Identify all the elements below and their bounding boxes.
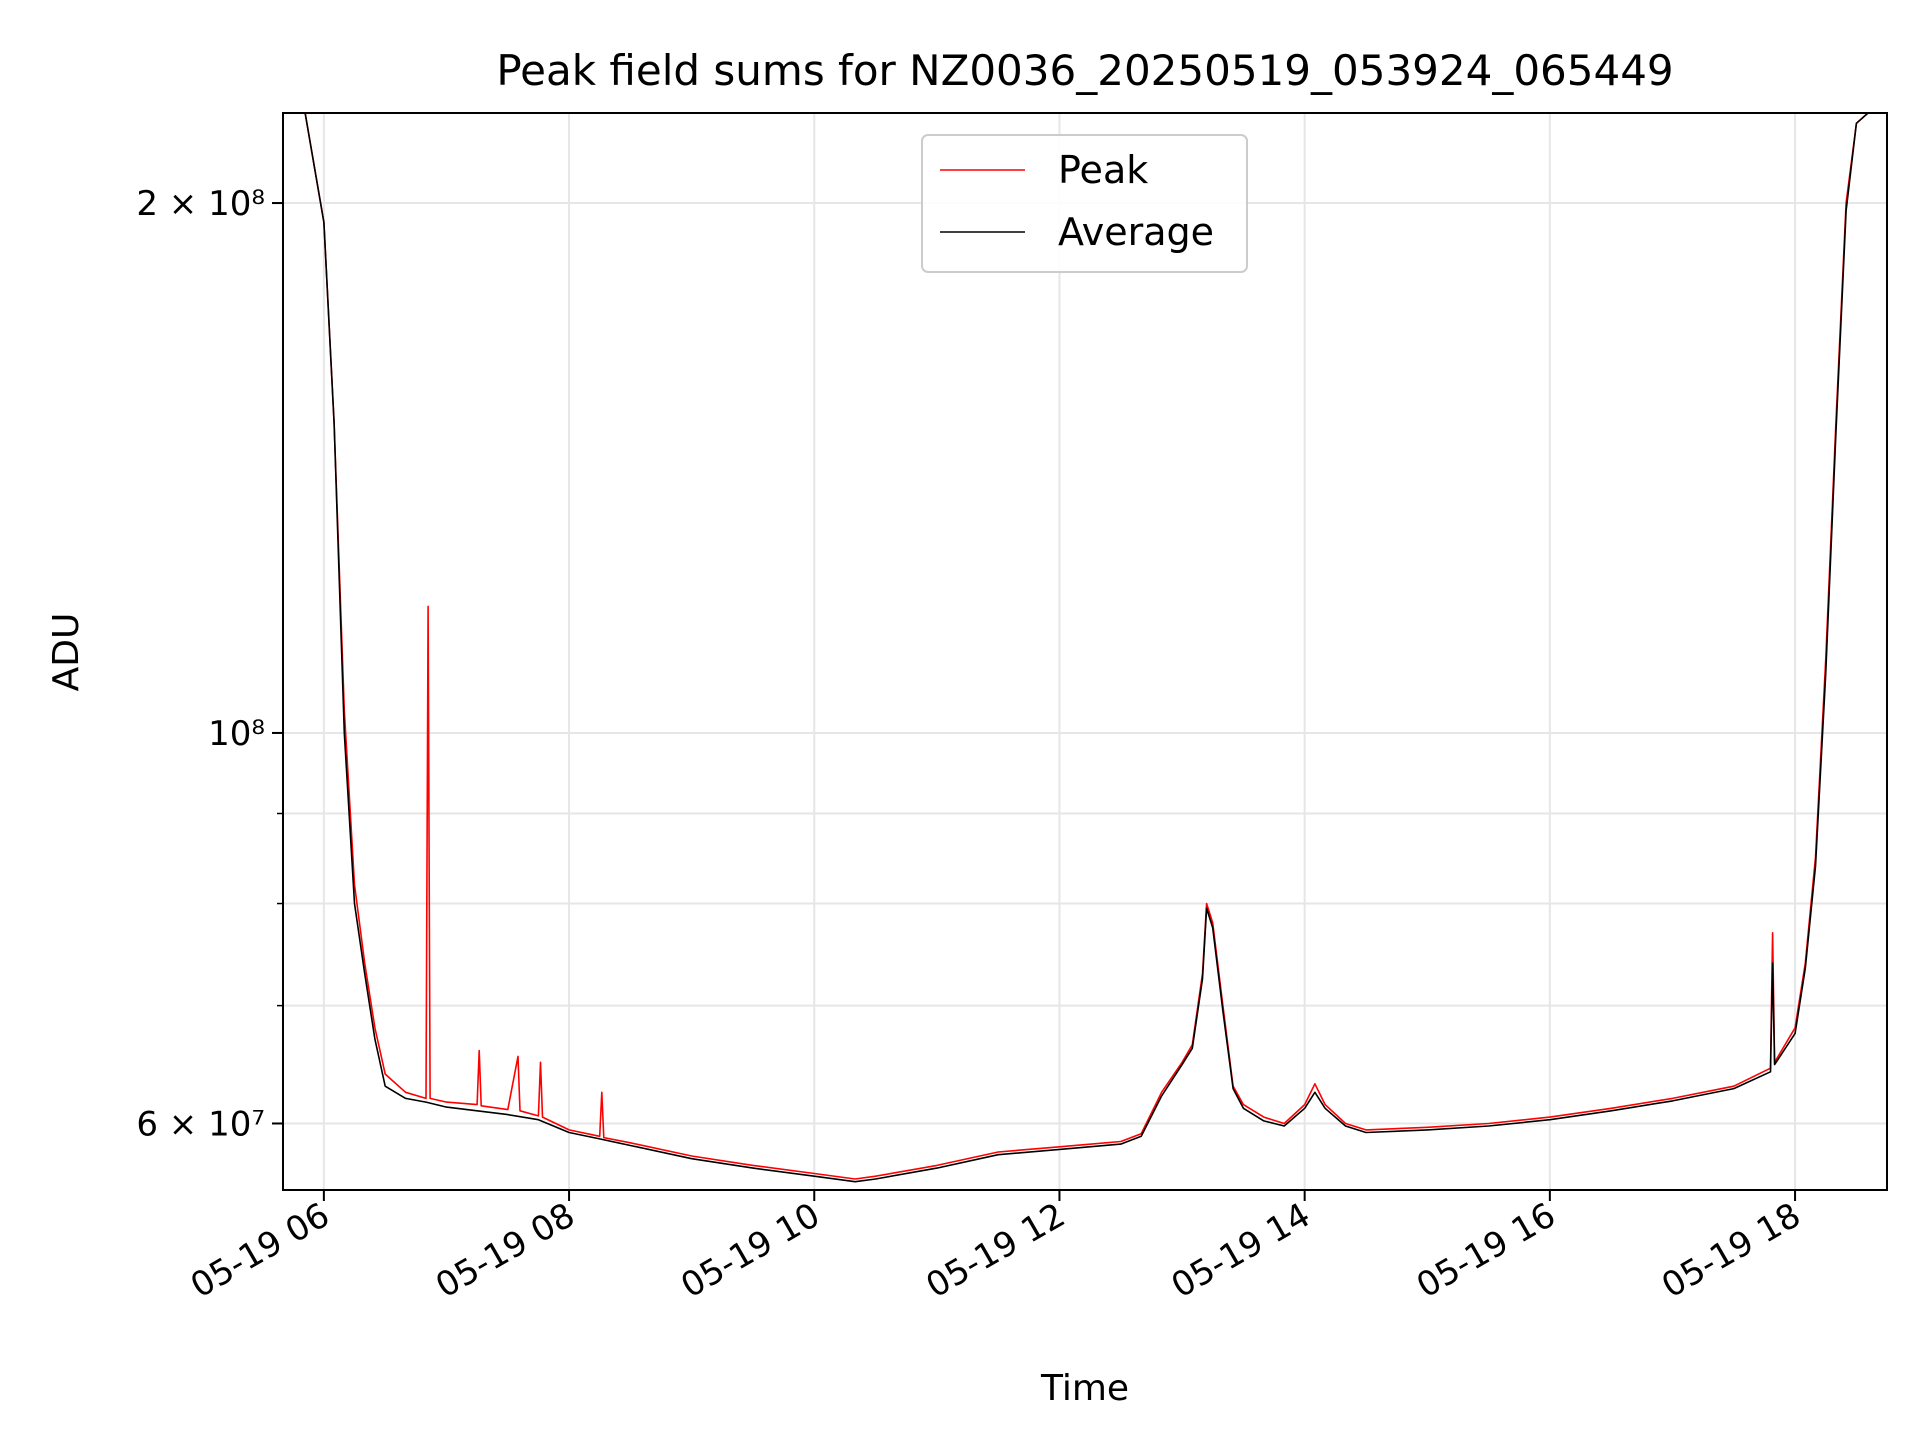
y-tick-label: 10⁸ [208, 714, 265, 754]
series-line-average [304, 113, 1870, 1183]
series-layer [304, 113, 1870, 1183]
x-tick-label: 05-19 16 [1410, 1195, 1562, 1306]
y-axis-ticks: 6 × 10⁷ 10⁸ 2 × 10⁸ [136, 184, 283, 1144]
legend: Peak Average [921, 134, 1248, 273]
legend-label-peak: Peak [1058, 148, 1148, 192]
x-tick-label: 05-19 18 [1655, 1195, 1807, 1306]
y-tick-label: 6 × 10⁷ [136, 1104, 265, 1144]
x-tick-label: 05-19 12 [920, 1195, 1072, 1306]
x-tick-label: 05-19 10 [674, 1195, 826, 1306]
gridlines [283, 113, 1887, 1190]
x-axis-ticks: 05-19 06 05-19 08 05-19 10 05-19 12 05-19 14… [184, 1190, 1808, 1306]
y-axis-label: ADU [46, 613, 87, 692]
x-tick-label: 05-19 14 [1165, 1195, 1317, 1306]
x-axis-label: Time [1040, 1368, 1129, 1409]
chart-title: Peak field sums for NZ0036_20250519_0539… [496, 46, 1673, 95]
x-tick-label: 05-19 08 [429, 1195, 581, 1306]
plot-area-frame [282, 112, 1888, 1191]
legend-label-average: Average [1058, 210, 1214, 254]
y-tick-label: 2 × 10⁸ [136, 184, 265, 224]
x-tick-label: 05-19 06 [184, 1195, 336, 1306]
series-line-peak [304, 113, 1870, 1180]
